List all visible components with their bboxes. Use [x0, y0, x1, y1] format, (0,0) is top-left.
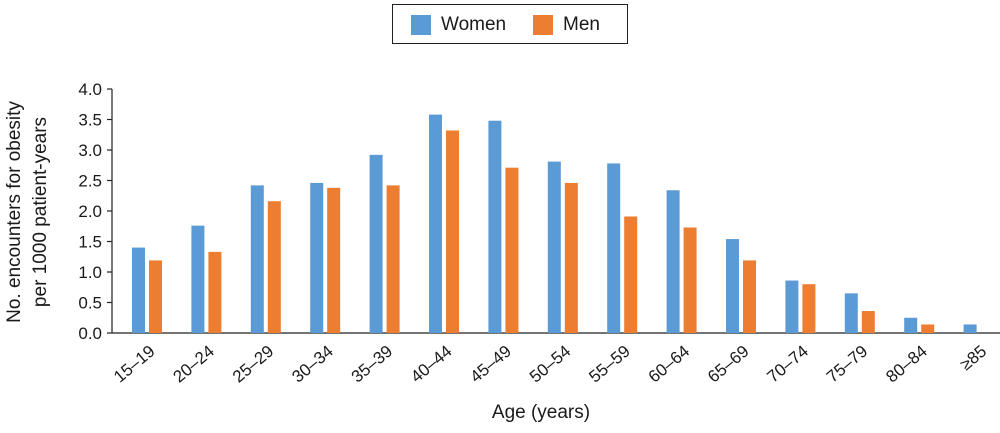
- legend-swatch-women: [411, 15, 431, 35]
- legend: Women Men: [392, 4, 628, 44]
- bar-men: [446, 130, 459, 333]
- bar-women: [785, 280, 799, 333]
- bar-women: [547, 161, 561, 333]
- bar-women: [132, 247, 145, 333]
- y-tick-label: 1.0: [78, 263, 102, 282]
- bar-men: [208, 251, 222, 333]
- y-tick-label: 2.5: [78, 172, 102, 191]
- bar-women: [904, 317, 918, 333]
- y-axis: 0.0 0.5 1.0 1.5 2.0 2.5 3.0 3.5 4.0: [78, 80, 113, 343]
- bar-men: [327, 187, 341, 333]
- y-axis-title: No. encounters for obesity per 1000 patie…: [4, 101, 51, 323]
- x-tick-label: 65–69: [704, 342, 752, 387]
- bar-women: [250, 185, 264, 333]
- bar-men: [505, 167, 519, 333]
- bar-women: [488, 120, 502, 333]
- bar-women: [191, 225, 205, 333]
- legend-label-men: Men: [563, 14, 600, 35]
- bar-men: [624, 216, 638, 333]
- legend-item-women: Women: [411, 14, 506, 36]
- x-tick-label: 70–74: [764, 342, 812, 387]
- x-tick-label: 30–34: [288, 342, 336, 387]
- bar-men: [921, 324, 935, 333]
- x-axis: 15–19 20–24 25–29 30–34 35–39 40–44 45–49 50–54…: [110, 332, 1000, 387]
- bar-women: [666, 190, 680, 333]
- x-tick-label: 25–29: [229, 342, 277, 387]
- y-tick-label: 3.0: [78, 141, 102, 160]
- y-tick-label: 0.0: [78, 324, 102, 343]
- y-tick-label: 3.5: [78, 111, 102, 130]
- x-tick-label: 50–54: [526, 342, 574, 387]
- bar-men: [386, 185, 400, 333]
- x-tick-label: 55–59: [585, 342, 633, 387]
- bar-men: [861, 311, 875, 333]
- x-tick-label: 40–44: [407, 342, 455, 387]
- bar-women: [726, 239, 739, 333]
- x-axis-title: Age (years): [492, 402, 590, 423]
- y-tick-label: 2.0: [78, 202, 102, 221]
- bar-women: [310, 182, 324, 333]
- bar-men: [149, 260, 162, 333]
- x-tick-label: 60–64: [645, 342, 693, 387]
- x-tick-label: ≥85: [956, 342, 990, 375]
- bar-men: [267, 201, 281, 333]
- y-tick-label: 1.5: [78, 233, 102, 252]
- x-tick-label: 80–84: [882, 342, 930, 387]
- bar-men: [802, 284, 816, 333]
- legend-item-men: Men: [533, 14, 600, 36]
- x-tick-label: 20–24: [170, 342, 218, 387]
- y-axis-title-line: No. encounters for obesity: [4, 101, 25, 323]
- y-axis-title-line: per 1000 patient-years: [30, 117, 51, 307]
- bar-men: [683, 227, 697, 333]
- bar-women: [844, 293, 858, 333]
- bars: [132, 114, 977, 334]
- x-tick-label: 75–79: [823, 342, 871, 387]
- bar-women: [429, 114, 442, 334]
- bar-men: [564, 182, 578, 333]
- legend-label-women: Women: [441, 14, 507, 35]
- legend-swatch-men: [533, 15, 553, 35]
- bar-women: [369, 154, 383, 333]
- bar-women: [607, 163, 621, 333]
- y-tick-label: 0.5: [78, 294, 102, 313]
- y-tick-label: 4.0: [78, 80, 102, 99]
- bar-women: [963, 324, 977, 333]
- bar-men: [743, 260, 756, 333]
- x-tick-label: 35–39: [348, 342, 396, 387]
- x-tick-label: 15–19: [110, 342, 158, 387]
- x-tick-label: 45–49: [467, 342, 515, 387]
